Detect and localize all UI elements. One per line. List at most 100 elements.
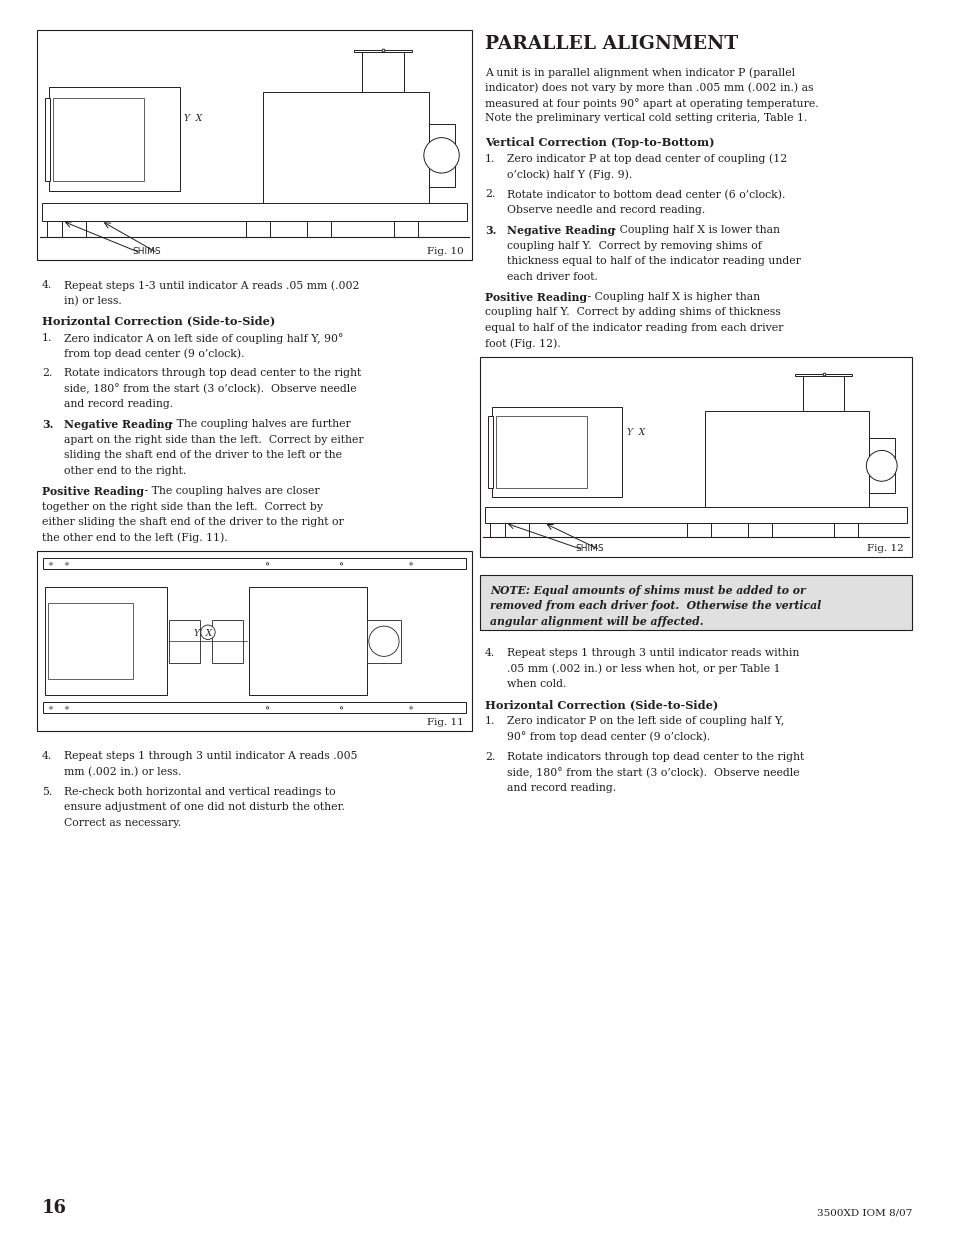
Bar xyxy=(492,406,621,496)
Text: Repeat steps 1 through 3 until indicator reads within: Repeat steps 1 through 3 until indicator… xyxy=(506,648,799,658)
Circle shape xyxy=(66,706,68,709)
Text: equal to half of the indicator reading from each driver: equal to half of the indicator reading f… xyxy=(484,322,782,332)
Bar xyxy=(496,416,586,488)
Text: 1.: 1. xyxy=(484,154,495,164)
Circle shape xyxy=(369,626,398,656)
Text: SHIMS: SHIMS xyxy=(575,543,603,553)
Text: apart on the right side than the left.  Correct by either: apart on the right side than the left. C… xyxy=(64,435,363,445)
Text: Repeat steps 1-3 until indicator A reads .05 mm (.002: Repeat steps 1-3 until indicator A reads… xyxy=(64,280,359,290)
Text: sliding the shaft end of the driver to the left or the: sliding the shaft end of the driver to t… xyxy=(64,451,341,461)
Text: Vertical Correction (Top-to-Bottom): Vertical Correction (Top-to-Bottom) xyxy=(484,137,714,148)
Bar xyxy=(479,357,911,557)
Text: side, 180° from the start (3 o’clock).  Observe needle: side, 180° from the start (3 o’clock). O… xyxy=(506,767,799,778)
Text: PARALLEL ALIGNMENT: PARALLEL ALIGNMENT xyxy=(484,35,738,53)
Circle shape xyxy=(410,563,412,566)
Text: 3500XD IOM 8/07: 3500XD IOM 8/07 xyxy=(816,1208,911,1216)
Bar xyxy=(48,604,133,679)
Circle shape xyxy=(266,563,269,566)
Text: 4.: 4. xyxy=(42,280,52,290)
Circle shape xyxy=(200,625,215,640)
Circle shape xyxy=(410,706,412,709)
Bar xyxy=(47,221,71,237)
Text: and record reading.: and record reading. xyxy=(506,783,616,793)
Text: Repeat steps 1 through 3 until indicator A reads .005: Repeat steps 1 through 3 until indicator… xyxy=(64,751,357,761)
Text: Fig. 12: Fig. 12 xyxy=(866,543,903,553)
Circle shape xyxy=(340,706,342,709)
Bar xyxy=(868,438,894,493)
Text: coupling half Y.  Correct by removing shims of: coupling half Y. Correct by removing shi… xyxy=(506,241,761,251)
Text: 2.: 2. xyxy=(42,368,52,378)
Bar xyxy=(394,221,417,237)
Text: other end to the right.: other end to the right. xyxy=(64,466,186,475)
Bar xyxy=(246,221,270,237)
Text: 90° from top dead center (9 o’clock).: 90° from top dead center (9 o’clock). xyxy=(506,731,709,742)
Text: - The coupling halves are further: - The coupling halves are further xyxy=(166,420,351,430)
Bar xyxy=(169,620,200,663)
Text: Correct as necessary.: Correct as necessary. xyxy=(64,818,181,827)
Text: and record reading.: and record reading. xyxy=(64,399,172,409)
Text: Positive Reading: Positive Reading xyxy=(484,291,586,303)
Circle shape xyxy=(865,451,896,482)
Circle shape xyxy=(66,563,68,566)
Bar xyxy=(747,522,771,537)
Bar xyxy=(249,588,366,695)
Bar xyxy=(802,375,843,411)
Bar xyxy=(53,98,144,180)
Bar xyxy=(504,522,528,537)
Text: foot (Fig. 12).: foot (Fig. 12). xyxy=(484,338,560,348)
Bar xyxy=(37,551,472,731)
Text: - The coupling halves are closer: - The coupling halves are closer xyxy=(141,487,319,496)
Bar xyxy=(833,522,857,537)
Bar xyxy=(794,374,851,377)
Bar xyxy=(263,93,428,219)
Bar xyxy=(488,416,493,488)
Text: Fig. 10: Fig. 10 xyxy=(427,247,463,256)
Circle shape xyxy=(423,137,458,173)
Text: when cold.: when cold. xyxy=(506,679,566,689)
Text: mm (.002 in.) or less.: mm (.002 in.) or less. xyxy=(64,767,181,777)
Text: 4.: 4. xyxy=(42,751,52,761)
Text: Y  X: Y X xyxy=(184,114,202,122)
Bar xyxy=(49,88,179,191)
Text: Observe needle and record reading.: Observe needle and record reading. xyxy=(506,205,704,215)
Bar xyxy=(479,574,911,630)
Text: removed from each driver foot.  Otherwise the vertical: removed from each driver foot. Otherwise… xyxy=(490,600,821,611)
Text: Positive Reading: Positive Reading xyxy=(42,487,144,498)
Text: Zero indicator P on the left side of coupling half Y,: Zero indicator P on the left side of cou… xyxy=(506,716,783,726)
Text: Horizontal Correction (Side-to-Side): Horizontal Correction (Side-to-Side) xyxy=(484,699,718,710)
Text: measured at four points 90° apart at operating temperature.: measured at four points 90° apart at ope… xyxy=(484,98,818,109)
Text: 3.: 3. xyxy=(484,225,496,236)
Text: A unit is in parallel alignment when indicator P (parallel: A unit is in parallel alignment when ind… xyxy=(484,67,794,78)
Text: in) or less.: in) or less. xyxy=(64,295,122,306)
Text: each driver foot.: each driver foot. xyxy=(506,272,598,282)
Text: Rotate indicator to bottom dead center (6 o’clock).: Rotate indicator to bottom dead center (… xyxy=(506,189,784,200)
Bar xyxy=(62,221,86,237)
Text: - Coupling half X is higher than: - Coupling half X is higher than xyxy=(583,291,760,301)
Circle shape xyxy=(50,563,52,566)
Bar xyxy=(42,203,467,221)
Text: together on the right side than the left.  Correct by: together on the right side than the left… xyxy=(42,501,323,511)
Text: Note the preliminary vertical cold setting criteria, Table 1.: Note the preliminary vertical cold setti… xyxy=(484,114,806,124)
Bar xyxy=(490,522,514,537)
Text: 1.: 1. xyxy=(42,332,52,342)
Bar xyxy=(43,558,465,569)
Bar xyxy=(704,411,868,521)
Text: 4.: 4. xyxy=(484,648,495,658)
Text: from top dead center (9 o’clock).: from top dead center (9 o’clock). xyxy=(64,348,244,358)
Text: NOTE: Equal amounts of shims must be added to or: NOTE: Equal amounts of shims must be add… xyxy=(490,585,805,595)
Text: Negative Reading: Negative Reading xyxy=(64,420,172,431)
Bar xyxy=(43,703,465,714)
Text: 1.: 1. xyxy=(484,716,495,726)
Bar xyxy=(306,221,331,237)
Text: Zero indicator P at top dead center of coupling (12: Zero indicator P at top dead center of c… xyxy=(506,154,786,164)
Text: Y  X: Y X xyxy=(193,629,212,637)
Bar xyxy=(366,620,401,663)
Text: 2.: 2. xyxy=(484,752,495,762)
Text: Re-check both horizontal and vertical readings to: Re-check both horizontal and vertical re… xyxy=(64,787,335,797)
Text: Negative Reading: Negative Reading xyxy=(506,225,615,236)
Bar xyxy=(362,51,403,93)
Text: indicator) does not vary by more than .005 mm (.002 in.) as: indicator) does not vary by more than .0… xyxy=(484,83,813,93)
Circle shape xyxy=(50,706,52,709)
Bar xyxy=(45,98,50,180)
Bar xyxy=(484,506,906,522)
